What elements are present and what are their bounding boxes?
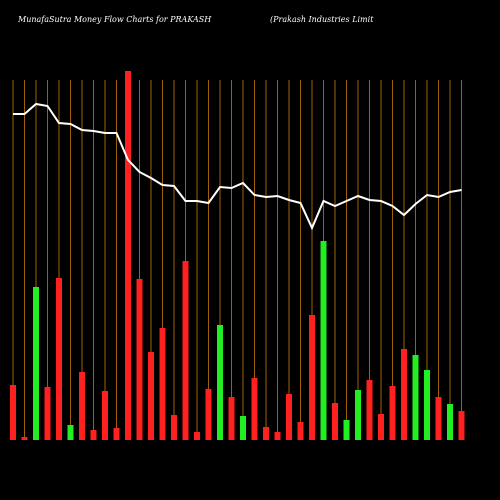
bar bbox=[435, 397, 442, 440]
bar bbox=[320, 241, 327, 440]
bar bbox=[136, 279, 143, 440]
bar bbox=[10, 385, 16, 440]
bar bbox=[447, 404, 453, 440]
bar bbox=[263, 427, 269, 440]
bar bbox=[113, 428, 120, 440]
chart-subtitle: (Prakash Industries Limit bbox=[270, 15, 374, 24]
bar bbox=[343, 420, 350, 440]
price-line bbox=[13, 102, 462, 231]
bar bbox=[228, 397, 235, 440]
bar bbox=[240, 416, 246, 440]
chart-title: MunafaSutra Money Flow Charts for PRAKAS… bbox=[17, 15, 212, 24]
bar bbox=[332, 403, 338, 440]
bar bbox=[378, 414, 384, 440]
bar bbox=[56, 278, 62, 440]
bar bbox=[309, 315, 315, 440]
bar bbox=[217, 325, 223, 440]
bar bbox=[389, 386, 396, 440]
bar bbox=[458, 411, 465, 440]
bar bbox=[159, 328, 166, 440]
bar bbox=[274, 432, 281, 440]
bar bbox=[251, 378, 258, 440]
bar bbox=[424, 370, 430, 440]
bar bbox=[90, 430, 97, 440]
bar bbox=[79, 372, 85, 440]
bar bbox=[67, 425, 74, 440]
bar bbox=[401, 349, 407, 440]
bar bbox=[366, 380, 373, 440]
bar bbox=[412, 355, 419, 440]
bar bbox=[297, 422, 304, 440]
bar bbox=[102, 391, 108, 440]
bar bbox=[33, 287, 39, 440]
bar bbox=[286, 394, 292, 440]
bar bbox=[44, 387, 51, 440]
bar bbox=[125, 71, 131, 440]
bar bbox=[205, 389, 212, 440]
bar bbox=[182, 261, 189, 440]
bar bbox=[171, 415, 177, 440]
bar bbox=[21, 437, 28, 440]
bar bbox=[148, 352, 154, 440]
bar bbox=[194, 432, 200, 440]
bar bbox=[355, 390, 361, 440]
